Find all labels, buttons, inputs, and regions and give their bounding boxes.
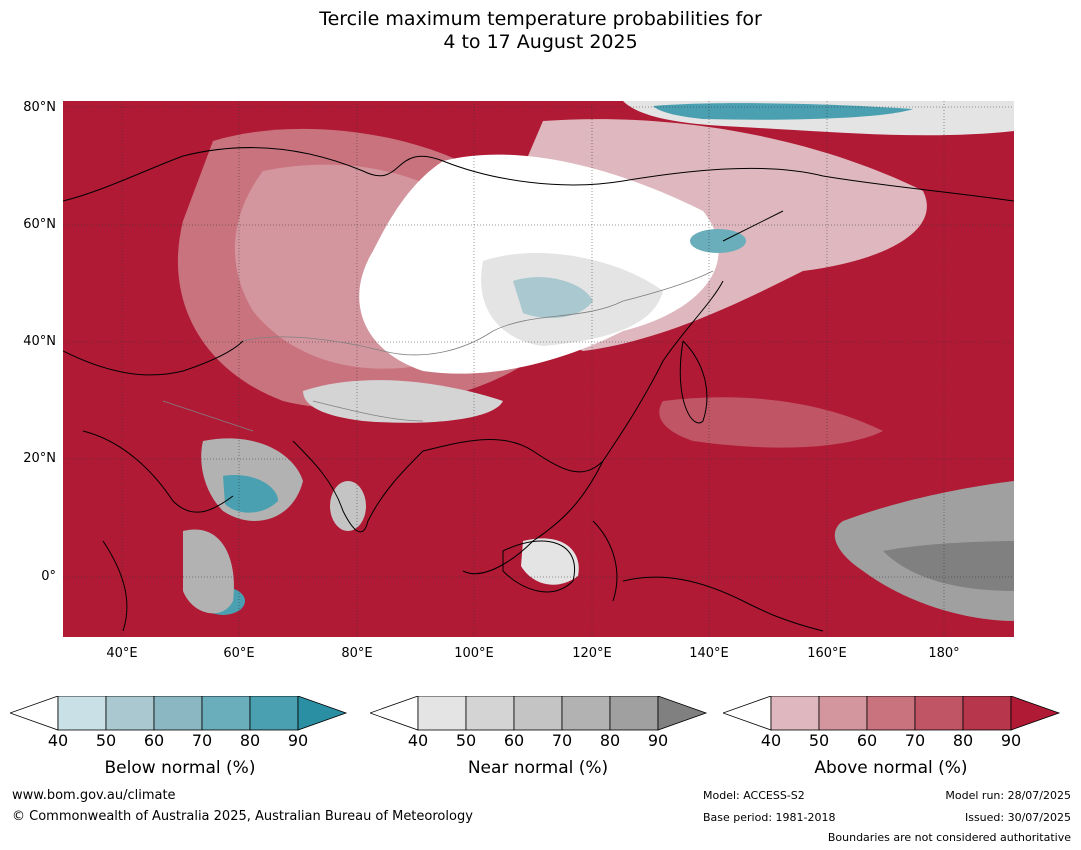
cbar-above-seg-4 [914, 696, 964, 731]
title-line-2: 4 to 17 August 2025 [443, 31, 638, 53]
cbar-near-tick-50: 50 [455, 731, 477, 750]
zone-arctic-below [653, 103, 913, 120]
zone-below-central [513, 277, 593, 318]
lat-label-60n: 60°N [23, 217, 56, 232]
cbar-below-tick-70: 70 [191, 731, 213, 750]
cbar-near-seg-5 [609, 696, 659, 731]
coastlines [63, 147, 1014, 632]
zone-near-indian-ocean [183, 529, 234, 614]
cbar-below-tick-40: 40 [47, 731, 69, 750]
cbar-above-seg-5 [962, 696, 1012, 731]
cbar-below-seg-2 [105, 696, 155, 731]
base-period: Base period: 1981-2018 [703, 811, 836, 824]
colorbar-near-normal [370, 696, 708, 731]
cbar-below-seg-4 [201, 696, 251, 731]
cbar-above-tick-50: 50 [808, 731, 830, 750]
cbar-below-tick-60: 60 [143, 731, 165, 750]
zone-below-fareast [690, 229, 746, 253]
lon-label-40e: 40°E [106, 646, 138, 661]
cbar-near-seg-3 [513, 696, 563, 731]
lon-label-140e: 140°E [689, 646, 729, 661]
lon-label-60e: 60°E [223, 646, 255, 661]
forecast-map [63, 101, 1014, 637]
issued-date: Issued: 30/07/2025 [964, 811, 1071, 824]
cbar-near-seg-1 [417, 696, 467, 731]
zone-near-himalaya [303, 380, 503, 423]
cbar-below-tick-50: 50 [95, 731, 117, 750]
cbar-above-seg-2 [818, 696, 868, 731]
colorbar-above-normal [723, 696, 1061, 731]
cbar-below-tick-90: 90 [287, 731, 309, 750]
cbar-above-tick-70: 70 [904, 731, 926, 750]
lon-label-120e: 120°E [572, 646, 612, 661]
graticule [63, 101, 1014, 637]
lon-label-80e: 80°E [341, 646, 373, 661]
cbar-near-tick-90: 90 [647, 731, 669, 750]
cbar-above-tick-90: 90 [1000, 731, 1022, 750]
model-run-date: Model run: 28/07/2025 [945, 789, 1071, 802]
cbar-near-tri-high [657, 696, 708, 731]
lat-label-40n: 40°N [23, 334, 56, 349]
cbar-below-seg-1 [57, 696, 107, 731]
title-line-1: Tercile maximum temperature probabilitie… [319, 8, 762, 30]
cbar-near-tri-low [370, 696, 419, 731]
lon-label-100e: 100°E [454, 646, 494, 661]
cbar-near-seg-2 [465, 696, 515, 731]
cbar-above-tick-80: 80 [952, 731, 974, 750]
lat-label-80n: 80°N [23, 100, 56, 115]
cbar-near-tick-40: 40 [407, 731, 429, 750]
colorbar-below-title: Below normal (%) [104, 758, 256, 778]
cbar-below-seg-3 [153, 696, 203, 731]
cbar-near-tick-80: 80 [599, 731, 621, 750]
cbar-above-tri-high [1010, 696, 1061, 731]
cbar-above-tick-60: 60 [856, 731, 878, 750]
cbar-below-seg-5 [249, 696, 299, 731]
model-name: Model: ACCESS-S2 [703, 789, 805, 802]
copyright-text: © Commonwealth of Australia 2025, Austra… [12, 809, 473, 824]
zone-below-arabian [223, 475, 278, 513]
cbar-near-tick-60: 60 [503, 731, 525, 750]
cbar-near-tick-70: 70 [551, 731, 573, 750]
map-svg [63, 101, 1014, 637]
zone-near-borneo [521, 538, 579, 585]
boundaries-disclaimer: Boundaries are not considered authoritat… [827, 831, 1071, 844]
cbar-below-tick-80: 80 [239, 731, 261, 750]
colorbar-near-title: Near normal (%) [467, 758, 609, 778]
country-borders [162, 270, 714, 432]
cbar-above-seg-3 [866, 696, 916, 731]
cbar-above-tick-40: 40 [760, 731, 782, 750]
lon-label-160e: 160°E [807, 646, 847, 661]
cbar-below-tri-high [297, 696, 348, 731]
lat-label-0: 0° [41, 569, 56, 584]
map-title: Tercile maximum temperature probabilitie… [0, 8, 1081, 54]
lon-label-180: 180° [928, 646, 960, 661]
zone-near-pacific-dark [883, 541, 1014, 591]
cbar-near-seg-4 [561, 696, 611, 731]
lat-label-20n: 20°N [23, 451, 56, 466]
cbar-below-tri-low [10, 696, 59, 731]
website-link[interactable]: www.bom.gov.au/climate [12, 788, 176, 803]
colorbar-below-normal [10, 696, 348, 731]
cbar-above-seg-1 [770, 696, 820, 731]
colorbar-above-title: Above normal (%) [814, 758, 968, 778]
cbar-above-tri-low [723, 696, 772, 731]
zone-near-srilanka [330, 481, 366, 531]
